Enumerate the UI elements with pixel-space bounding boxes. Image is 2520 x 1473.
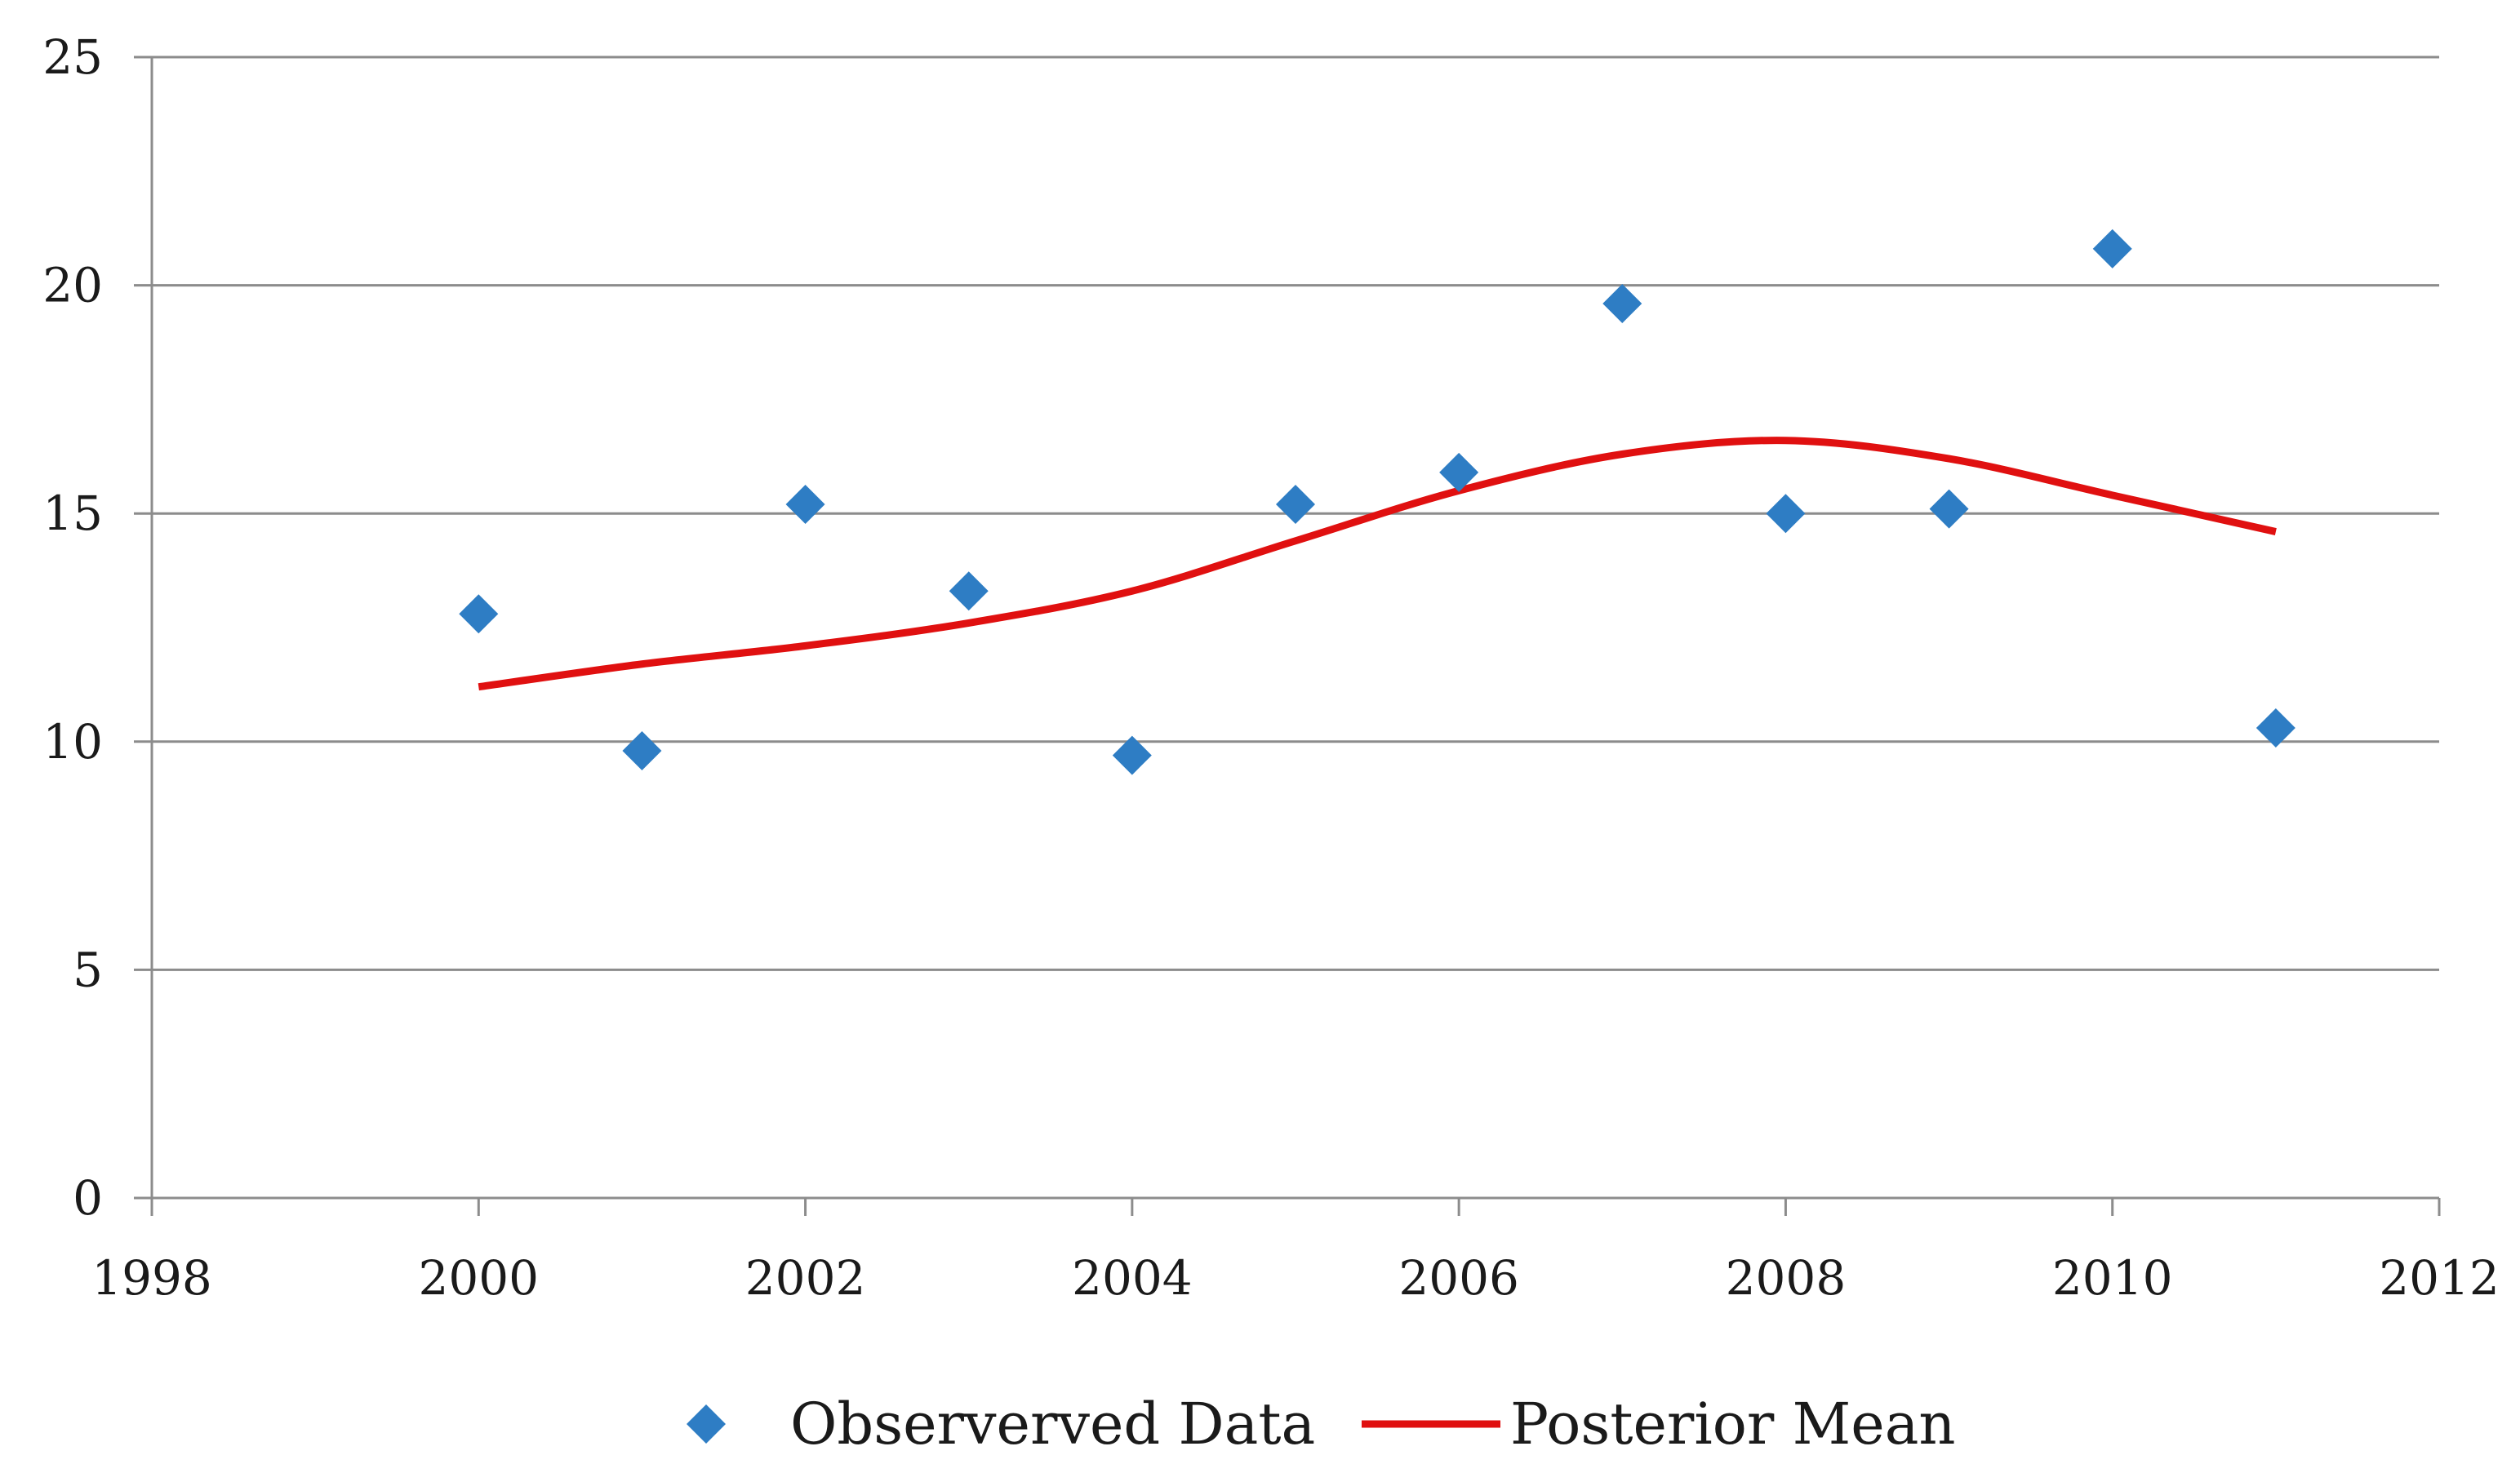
x-tick-label: 2006 [1398, 1250, 1519, 1306]
observed-data-point [949, 571, 989, 611]
x-tick-label: 2004 [1072, 1250, 1193, 1306]
observed-data-point [2092, 228, 2132, 268]
legend: Observerved Data Posterior Mean [687, 1391, 1956, 1457]
tick-labels: 0 5 10 15 20 25 1998 2000 2002 2004 2006 2008 2010 20… [42, 29, 2500, 1306]
y-tick-label: 15 [42, 486, 103, 541]
y-tick-label: 5 [73, 942, 103, 997]
posterior-mean-line [478, 437, 2277, 691]
observed-data-point [2256, 708, 2296, 748]
legend-label-posterior-mean: Posterior Mean [1510, 1391, 1956, 1457]
observed-data-point [1766, 494, 1806, 534]
observed-data-point [785, 485, 825, 525]
x-tick-label: 2012 [2379, 1250, 2500, 1306]
observed-data-point [622, 730, 662, 770]
plot-series [459, 228, 2296, 775]
observed-data-point [1602, 283, 1642, 323]
legend-marker-observed-data [687, 1404, 726, 1444]
x-tick-label: 2002 [745, 1250, 866, 1306]
x-tick-label: 2008 [1726, 1250, 1847, 1306]
y-tick-label: 25 [42, 29, 103, 85]
observed-data-point [459, 594, 499, 634]
legend-label-observed-data: Observerved Data [790, 1391, 1315, 1457]
x-tick-label: 2000 [418, 1250, 539, 1306]
observed-data-point [1439, 452, 1479, 492]
y-tick-label: 10 [42, 714, 103, 770]
axes [134, 55, 2441, 1216]
y-tick-label: 20 [42, 258, 103, 313]
observed-data-point [1112, 735, 1152, 775]
x-tick-label: 1998 [91, 1250, 212, 1306]
observed-data-point [1929, 489, 1969, 529]
x-tick-label: 2010 [2052, 1250, 2173, 1306]
observed-data-point [1276, 485, 1315, 525]
y-tick-label: 0 [73, 1170, 103, 1226]
